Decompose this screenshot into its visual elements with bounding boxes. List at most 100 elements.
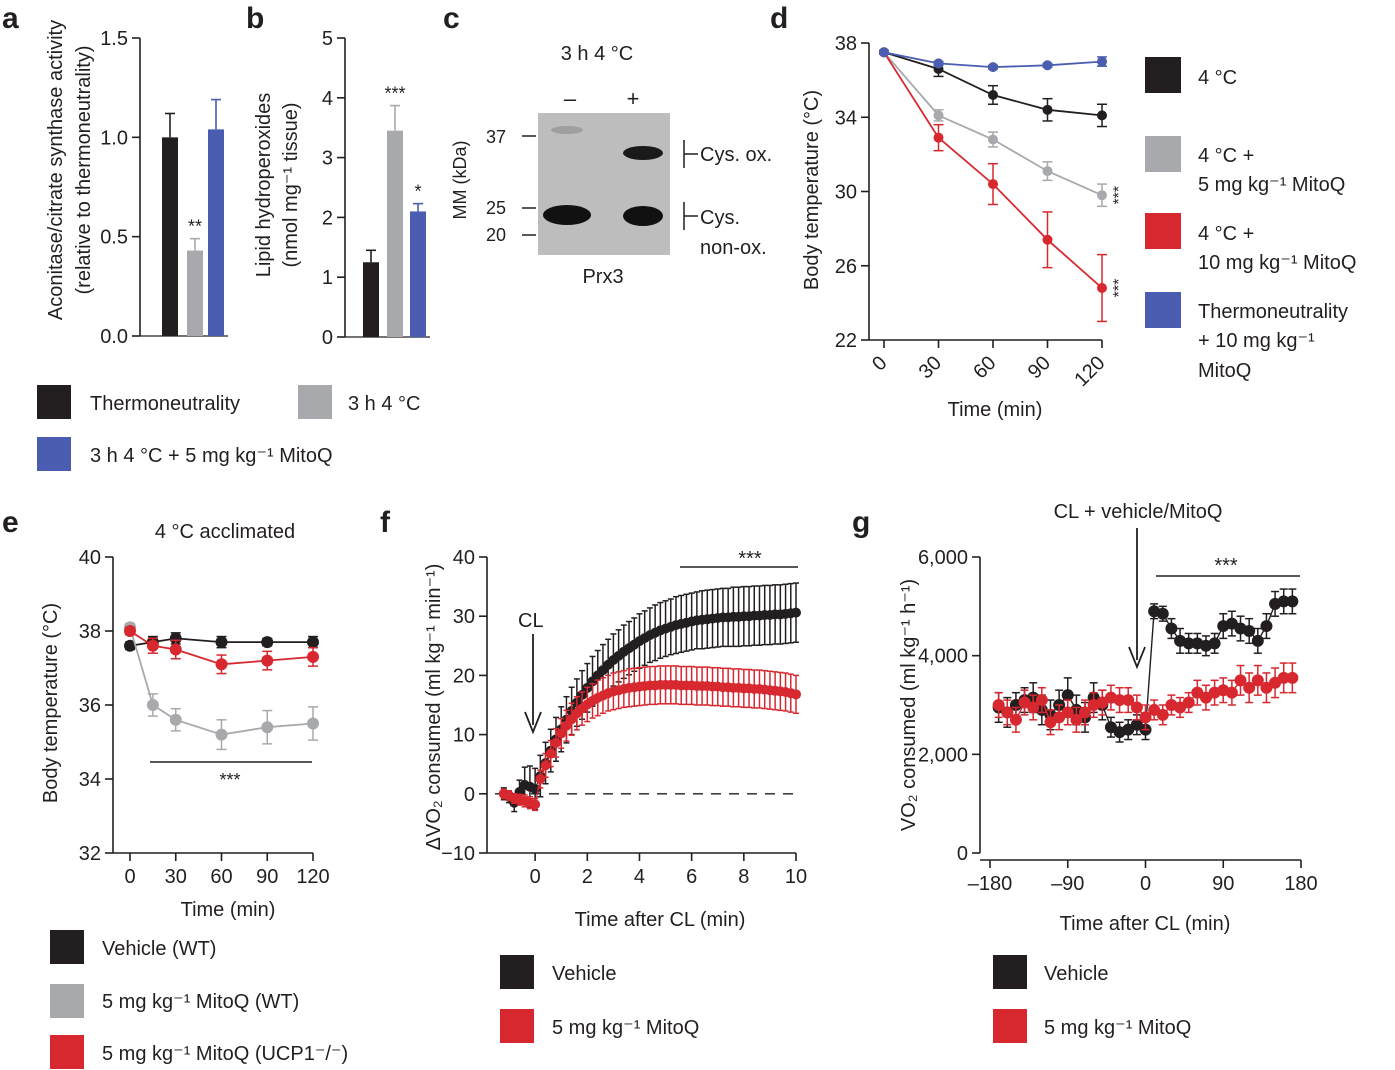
panel-d-point xyxy=(1097,110,1107,121)
legend-d-3-line2: 10 mg kg⁻¹ MitoQ xyxy=(1198,252,1356,274)
panel-d-xtick-label: 30 xyxy=(915,352,946,383)
panel-f-xtick-label: 8 xyxy=(738,866,749,888)
panel-d-point xyxy=(1097,190,1107,201)
legend-e-label-3: 5 mg kg⁻¹ MitoQ (UCP1⁻/⁻) xyxy=(102,1043,348,1065)
panel-g-ytick-label: 6,000 xyxy=(918,547,968,569)
panel-f-point xyxy=(535,774,546,784)
panel-e-point xyxy=(215,728,228,741)
panel-d-ytick-label: 22 xyxy=(835,330,857,352)
panel-b-ylabel-2: (nmol mg⁻¹ tissue) xyxy=(280,102,302,267)
panel-f-xtick-label: 10 xyxy=(785,866,807,888)
panel-f-xtick-label: 4 xyxy=(634,866,645,888)
panel-f-ylabel: ΔVO₂ consumed (ml kg⁻¹ min⁻¹) xyxy=(423,564,445,851)
panel-g-ytick-label: 0 xyxy=(957,843,968,865)
panel-e-point xyxy=(169,632,182,645)
blot-bracket-ox xyxy=(683,140,698,168)
panel-g-point xyxy=(1286,595,1299,608)
legend-ab-label-3: 3 h 4 °C + 5 mg kg⁻¹ MitoQ xyxy=(90,445,333,467)
blot-mm-label: MM (kDa) xyxy=(450,141,470,220)
legend-g-label-2: 5 mg kg⁻¹ MitoQ xyxy=(1044,1017,1191,1039)
panel-g-cl-label: CL + vehicle/MitoQ xyxy=(1054,501,1223,523)
panel-f-point xyxy=(791,607,801,618)
legend-f-label-1: Vehicle xyxy=(552,963,617,985)
panel-g-point xyxy=(1156,708,1169,721)
panel-d-xtick-label: 0 xyxy=(868,352,891,375)
panel-e-point xyxy=(124,625,136,637)
legend-g: Vehicle 5 mg kg⁻¹ MitoQ xyxy=(993,955,1191,1043)
panel-d-ylabel: Body temperature (°C) xyxy=(801,90,823,290)
panel-d-ytick-label: 34 xyxy=(835,107,857,129)
panel-a-bar xyxy=(208,129,224,336)
panel-e-point xyxy=(261,721,274,734)
panel-a-ytick-label: 0.0 xyxy=(100,326,128,348)
legend-d-2-line1: 4 °C + xyxy=(1198,145,1254,167)
panel-d-point xyxy=(1042,166,1053,177)
panel-g-point xyxy=(1035,694,1048,707)
panel-e-point xyxy=(307,650,319,663)
panel-g-point xyxy=(1061,689,1074,702)
panel-a-bar xyxy=(162,137,178,336)
legend-d-2-line2: 5 mg kg⁻¹ MitoQ xyxy=(1198,174,1345,196)
panel-f-ytick-label: 0 xyxy=(464,784,475,806)
panel-g-point xyxy=(1001,706,1014,719)
panel-g-xtick-label: 0 xyxy=(1140,873,1151,895)
blot-label-nonox-2: non-ox. xyxy=(700,237,767,259)
panel-g-point xyxy=(992,699,1005,711)
panel-b-ytick-label: 1 xyxy=(322,267,333,289)
panel-e-title: 4 °C acclimated xyxy=(155,521,295,543)
panel-c-blot: 3 h 4 °C – + MM (kDa) 37 25 20 Cys. ox. … xyxy=(450,43,772,288)
legend-d-4-line2: + 10 mg kg⁻¹ xyxy=(1198,330,1315,352)
panel-d-point xyxy=(1097,56,1107,67)
legend-g-label-1: Vehicle xyxy=(1044,963,1109,985)
panel-f-xtick-label: 2 xyxy=(582,866,593,888)
legend-d-3-line1: 4 °C + xyxy=(1198,223,1254,245)
panel-e-xtick-label: 120 xyxy=(296,866,329,888)
blot-band-nonox-plus xyxy=(623,206,663,226)
panel-f-ytick-label: −10 xyxy=(441,843,475,865)
panel-f-sig: *** xyxy=(738,548,762,570)
panel-b-bar xyxy=(387,130,403,337)
panel-d-series-line xyxy=(883,51,1103,117)
panel-g-point xyxy=(1182,637,1195,650)
legend-d-4-line3: MitoQ xyxy=(1198,360,1251,382)
legend-f-label-2: 5 mg kg⁻¹ MitoQ xyxy=(552,1017,699,1039)
panel-a-ytick-label: 1.5 xyxy=(100,28,128,50)
legend-e-swatch-1 xyxy=(50,930,84,964)
legend-ab-label-2: 3 h 4 °C xyxy=(348,393,420,415)
panel-g-point xyxy=(1139,711,1152,724)
panel-g-point xyxy=(1277,671,1290,684)
panel-f-letter: f xyxy=(380,506,391,539)
panel-e-point xyxy=(307,717,319,730)
panel-g-letter: g xyxy=(852,506,870,539)
panel-g-xlabel: Time after CL (min) xyxy=(1060,913,1231,935)
panel-e-point xyxy=(261,654,274,667)
panel-b-sig-label: *** xyxy=(384,84,405,104)
panel-e-xtick-label: 90 xyxy=(256,866,278,888)
panel-e-ytick-label: 36 xyxy=(79,695,101,717)
panel-e-point xyxy=(261,636,274,649)
panel-g-point xyxy=(1009,713,1022,726)
panel-g-point xyxy=(1243,625,1256,637)
panel-d-point xyxy=(988,62,998,73)
panel-f-point xyxy=(551,737,561,748)
blot-membrane xyxy=(538,113,670,255)
panel-e-sig: *** xyxy=(219,770,240,790)
panel-f-point xyxy=(530,799,541,810)
panel-d-point xyxy=(933,132,944,143)
panel-c-letter: c xyxy=(443,2,460,35)
panel-d-point xyxy=(879,47,889,58)
panel-g-point xyxy=(1182,696,1195,709)
panel-e-point xyxy=(124,639,136,652)
panel-e-point xyxy=(169,643,182,656)
panel-b-bar xyxy=(363,262,379,337)
panel-f-point xyxy=(540,760,551,771)
panel-g-point xyxy=(1027,701,1040,714)
panel-e-point xyxy=(215,636,228,649)
panel-f-cl-label: CL xyxy=(518,610,544,632)
legend-e-swatch-3 xyxy=(50,1035,84,1069)
legend-f: Vehicle 5 mg kg⁻¹ MitoQ xyxy=(500,955,699,1043)
panel-f-cl-arrow xyxy=(524,634,542,735)
panel-e-series-line xyxy=(129,627,314,736)
panel-e-xtick-label: 30 xyxy=(165,866,187,888)
